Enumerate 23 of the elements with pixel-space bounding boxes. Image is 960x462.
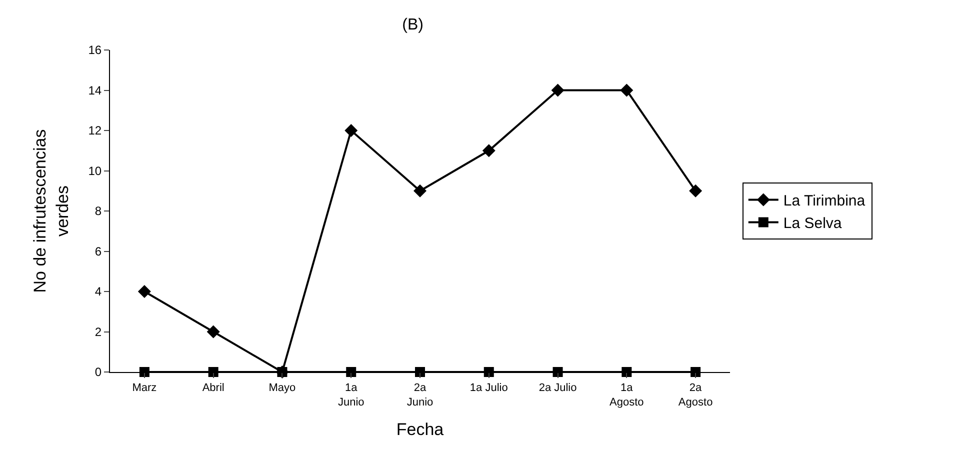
y-tick-label: 2 xyxy=(94,324,102,339)
y-tick-label: 6 xyxy=(94,244,102,258)
x-tick-label: Mayo xyxy=(268,382,296,394)
x-axis-title: Fecha xyxy=(396,420,444,439)
x-tick-label: 2a Agosto xyxy=(678,382,713,408)
y-tick-label: 0 xyxy=(94,365,102,380)
x-tick-label: Marz xyxy=(132,382,157,394)
x-tick-label: 1a Julio xyxy=(470,382,508,394)
y-tick-label: 16 xyxy=(88,43,102,58)
y-tick-label: 14 xyxy=(88,83,102,98)
x-tick-label: 2a Junio xyxy=(406,382,434,408)
chart-title: (B) xyxy=(402,16,424,34)
y-tick-label: 10 xyxy=(88,164,102,178)
legend-label: La Selva xyxy=(783,215,842,232)
x-tick-label: Abril xyxy=(202,382,224,394)
x-tick-label: 1a Junio xyxy=(338,382,364,408)
y-axis-title: No de infrutescencias verdes xyxy=(30,129,72,293)
x-tick-label: 1a Agosto xyxy=(610,382,644,408)
legend-label: La Tirimbina xyxy=(783,192,866,210)
y-tick-label: 8 xyxy=(94,204,102,218)
y-tick-label: 4 xyxy=(94,284,102,299)
y-tick-label: 12 xyxy=(88,124,102,138)
x-tick-label: 2a Julio xyxy=(538,382,577,394)
